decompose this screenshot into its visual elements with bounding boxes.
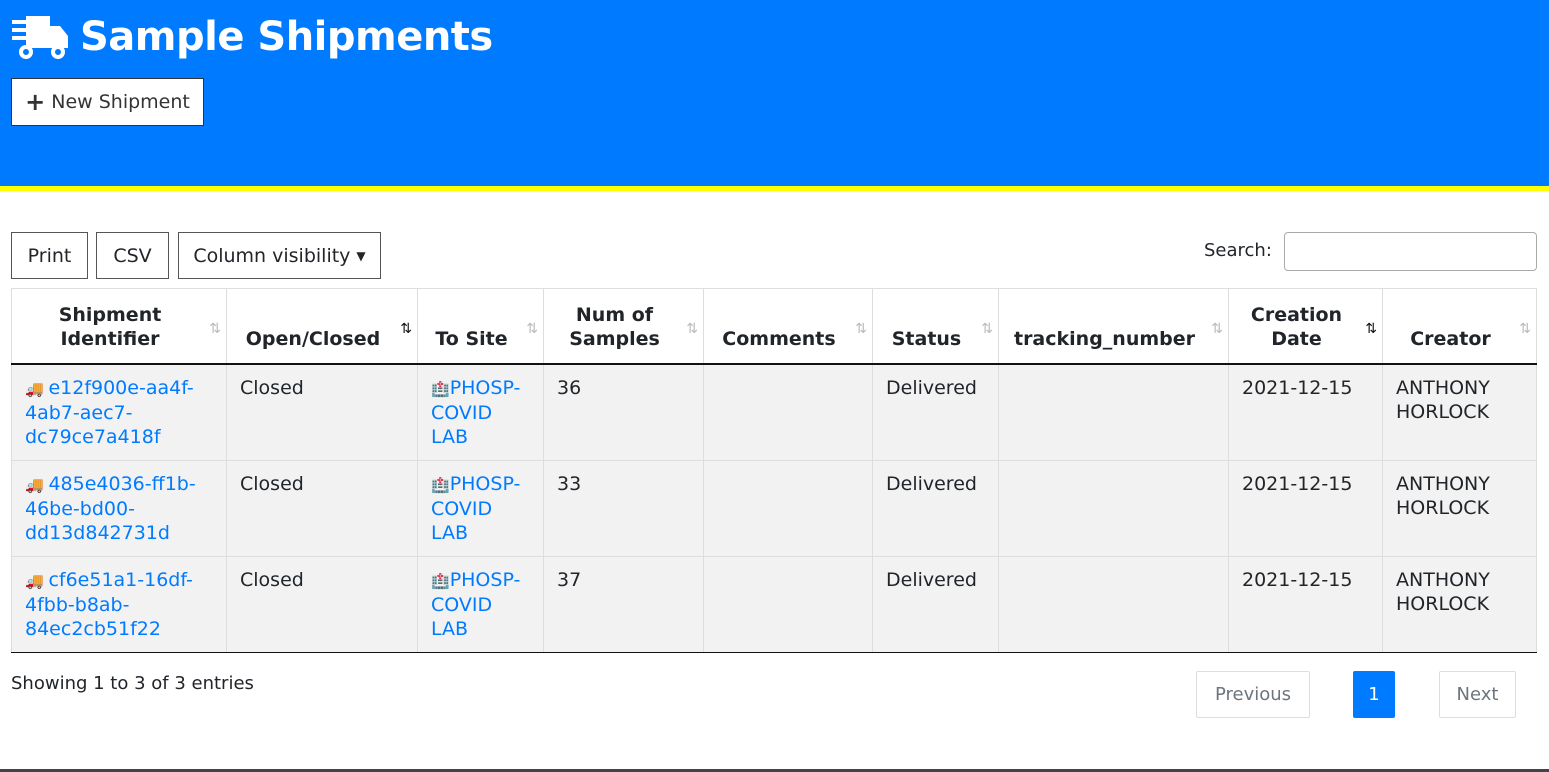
truck-icon: 🚚 xyxy=(25,475,49,494)
column-header[interactable]: Shipment Identifier ⇅ xyxy=(11,288,227,365)
column-header[interactable]: Status ⇅ xyxy=(872,288,999,365)
hospital-icon: 🏥 xyxy=(431,571,450,590)
cell-creator: ANTHONY HORLOCK xyxy=(1382,363,1537,461)
search-label: Search: xyxy=(1204,240,1272,261)
sort-icon[interactable]: ⇅ xyxy=(1519,320,1531,337)
caret-down-icon: ▼ xyxy=(356,248,366,263)
cell-id: 🚚 485e4036-ff1b-46be-bd00-dd13d842731d xyxy=(11,459,227,557)
column-header-label: tracking_number xyxy=(1013,327,1196,350)
column-header-label: Status xyxy=(891,327,962,350)
column-header-label: Creation Date xyxy=(1250,303,1343,350)
link-text: 485e4036-ff1b-46be-bd00-dd13d842731d xyxy=(25,472,196,544)
cell-id: 🚚 e12f900e-aa4f-4ab7-aec7-dc79ce7a418f xyxy=(11,363,227,461)
cell-num: 37 xyxy=(543,555,704,653)
header-banner xyxy=(0,0,1549,186)
truck-icon: 🚚 xyxy=(25,571,49,590)
cell-open: Closed xyxy=(226,459,418,557)
column-header[interactable]: tracking_number ⇅ xyxy=(998,288,1229,365)
site-link[interactable]: 🏥PHOSP-COVID LAB xyxy=(431,569,520,640)
new-shipment-label: New Shipment xyxy=(51,91,190,113)
sort-icon[interactable]: ⇅ xyxy=(1211,320,1223,337)
cell-creator: ANTHONY HORLOCK xyxy=(1382,555,1537,653)
shipment-link[interactable]: 🚚 cf6e51a1-16df-4fbb-b8ab-84ec2cb51f22 xyxy=(25,569,193,640)
hospital-icon: 🏥 xyxy=(431,379,450,398)
sort-icon[interactable]: ⇅ xyxy=(686,320,698,337)
entries-info: Showing 1 to 3 of 3 entries xyxy=(11,673,254,694)
cell-tracking xyxy=(998,555,1229,653)
truck-icon: 🚚 xyxy=(25,379,49,398)
page-title: Sample Shipments xyxy=(12,14,493,60)
cell-creator: ANTHONY HORLOCK xyxy=(1382,459,1537,557)
sort-icon[interactable]: ⇅ xyxy=(981,320,993,337)
table-row: 🚚 e12f900e-aa4f-4ab7-aec7-dc79ce7a418f Cl… xyxy=(11,363,1537,461)
shipments-table: Shipment Identifier ⇅ Open/Closed ⇅ To Site ⇅… xyxy=(11,288,1537,653)
column-visibility-label: Column visibility xyxy=(193,244,351,267)
plus-icon: + xyxy=(25,88,46,116)
hospital-icon: 🏥 xyxy=(431,475,450,494)
column-header[interactable]: Open/Closed ⇅ xyxy=(226,288,418,365)
cell-comments xyxy=(703,363,873,461)
cell-date: 2021-12-15 xyxy=(1228,363,1383,461)
link-text: cf6e51a1-16df-4fbb-b8ab-84ec2cb51f22 xyxy=(25,568,193,640)
column-header[interactable]: Num of Samples ⇅ xyxy=(543,288,704,365)
cell-status: Delivered xyxy=(872,459,999,557)
csv-button[interactable]: CSV xyxy=(96,232,169,279)
column-header-label: To Site xyxy=(435,327,508,350)
column-header-label: Open/Closed xyxy=(245,327,381,350)
shipment-link[interactable]: 🚚 485e4036-ff1b-46be-bd00-dd13d842731d xyxy=(25,473,196,544)
cell-comments xyxy=(703,555,873,653)
cell-open: Closed xyxy=(226,555,418,653)
cell-date: 2021-12-15 xyxy=(1228,459,1383,557)
site-link[interactable]: 🏥PHOSP-COVID LAB xyxy=(431,473,520,544)
site-link[interactable]: 🏥PHOSP-COVID LAB xyxy=(431,377,520,448)
table-row: 🚚 cf6e51a1-16df-4fbb-b8ab-84ec2cb51f22 Cl… xyxy=(11,555,1537,653)
table-row: 🚚 485e4036-ff1b-46be-bd00-dd13d842731d Cl… xyxy=(11,459,1537,557)
cell-open: Closed xyxy=(226,363,418,461)
link-text: PHOSP-COVID LAB xyxy=(431,472,521,544)
column-visibility-button[interactable]: Column visibility ▼ xyxy=(178,232,381,279)
cell-status: Delivered xyxy=(872,555,999,653)
column-header-label: Shipment Identifier xyxy=(58,303,162,350)
truck-icon xyxy=(12,16,68,59)
next-button[interactable]: Next xyxy=(1439,671,1516,718)
print-button[interactable]: Print xyxy=(11,232,88,279)
cell-status: Delivered xyxy=(872,363,999,461)
shipment-link[interactable]: 🚚 e12f900e-aa4f-4ab7-aec7-dc79ce7a418f xyxy=(25,377,194,448)
sort-icon[interactable]: ⇅ xyxy=(400,320,412,337)
cell-id: 🚚 cf6e51a1-16df-4fbb-b8ab-84ec2cb51f22 xyxy=(11,555,227,653)
link-text: e12f900e-aa4f-4ab7-aec7-dc79ce7a418f xyxy=(25,376,194,448)
column-header[interactable]: Comments ⇅ xyxy=(703,288,873,365)
column-header-label: Num of Samples xyxy=(569,303,660,350)
search-input[interactable] xyxy=(1284,232,1537,271)
cell-tracking xyxy=(998,459,1229,557)
cell-date: 2021-12-15 xyxy=(1228,555,1383,653)
sort-icon[interactable]: ⇅ xyxy=(209,320,221,337)
cell-site: 🏥PHOSP-COVID LAB xyxy=(417,363,544,461)
cell-num: 36 xyxy=(543,363,704,461)
sort-icon[interactable]: ⇅ xyxy=(526,320,538,337)
footer-divider xyxy=(0,769,1549,772)
cell-comments xyxy=(703,459,873,557)
previous-button[interactable]: Previous xyxy=(1196,671,1310,718)
link-text: PHOSP-COVID LAB xyxy=(431,376,521,448)
cell-num: 33 xyxy=(543,459,704,557)
new-shipment-button[interactable]: + New Shipment xyxy=(11,78,204,126)
sort-icon[interactable]: ⇅ xyxy=(855,320,867,337)
link-text: PHOSP-COVID LAB xyxy=(431,568,521,640)
accent-stripe xyxy=(0,186,1549,191)
title-text: Sample Shipments xyxy=(80,14,493,60)
column-header[interactable]: To Site ⇅ xyxy=(417,288,544,365)
sort-icon[interactable]: ⇅ xyxy=(1365,320,1377,337)
column-header[interactable]: Creation Date ⇅ xyxy=(1228,288,1383,365)
page-1-button[interactable]: 1 xyxy=(1353,671,1395,718)
cell-site: 🏥PHOSP-COVID LAB xyxy=(417,459,544,557)
column-header-label: Creator xyxy=(1410,327,1491,350)
column-header[interactable]: Creator ⇅ xyxy=(1382,288,1537,365)
cell-site: 🏥PHOSP-COVID LAB xyxy=(417,555,544,653)
cell-tracking xyxy=(998,363,1229,461)
column-header-label: Comments xyxy=(722,327,836,350)
